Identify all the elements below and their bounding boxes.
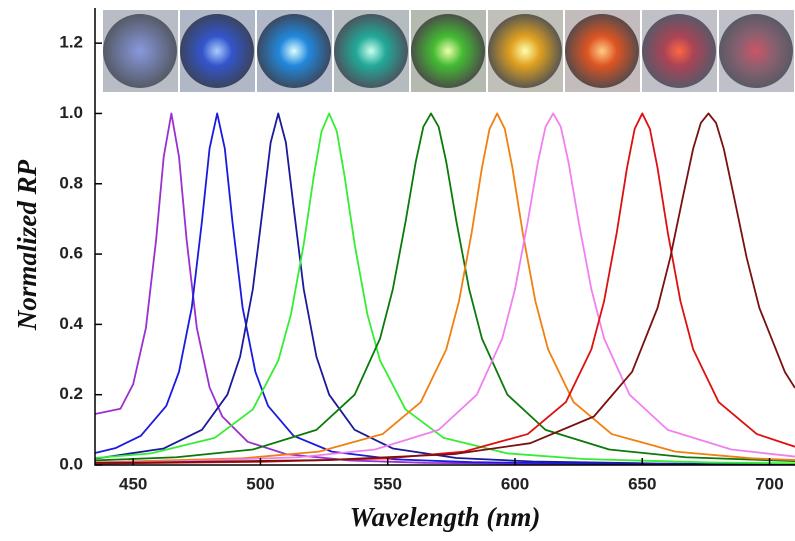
y-tick-label: 0.8: [59, 173, 83, 192]
photo-strip: [103, 10, 794, 92]
x-tick-label: 650: [628, 474, 656, 493]
plot-area: [95, 112, 795, 466]
x-tick-label: 500: [246, 474, 274, 493]
y-tick-label: 1.2: [59, 33, 83, 52]
x-axis-title: Wavelength (nm): [350, 502, 541, 532]
photo-sample: [411, 14, 485, 88]
y-axis-title: Normalized RP: [12, 159, 42, 331]
photo-sample: [565, 14, 639, 88]
series-line: [95, 112, 795, 466]
y-tick-label: 0.4: [59, 314, 83, 333]
y-tick-label: 0.0: [59, 454, 83, 473]
x-tick-label: 450: [119, 474, 147, 493]
x-tick-label: 700: [755, 474, 783, 493]
series-line: [95, 112, 795, 463]
series-line: [95, 112, 795, 465]
series-line: [95, 112, 795, 464]
series-line: [95, 112, 795, 466]
photo-sample: [642, 14, 716, 88]
photo-sample: [334, 14, 408, 88]
photo-sample: [257, 14, 331, 88]
y-tick-label: 0.6: [59, 244, 83, 263]
series-line: [95, 112, 795, 465]
photo-sample: [719, 14, 793, 88]
x-tick-label: 600: [501, 474, 529, 493]
photo-sample: [103, 14, 177, 88]
photo-sample: [488, 14, 562, 88]
photo-sample: [180, 14, 254, 88]
x-tick-label: 550: [374, 474, 402, 493]
series-line: [95, 112, 795, 464]
y-tick-label: 1.0: [59, 103, 83, 122]
y-tick-label: 0.2: [59, 384, 83, 403]
series-line: [95, 112, 795, 464]
